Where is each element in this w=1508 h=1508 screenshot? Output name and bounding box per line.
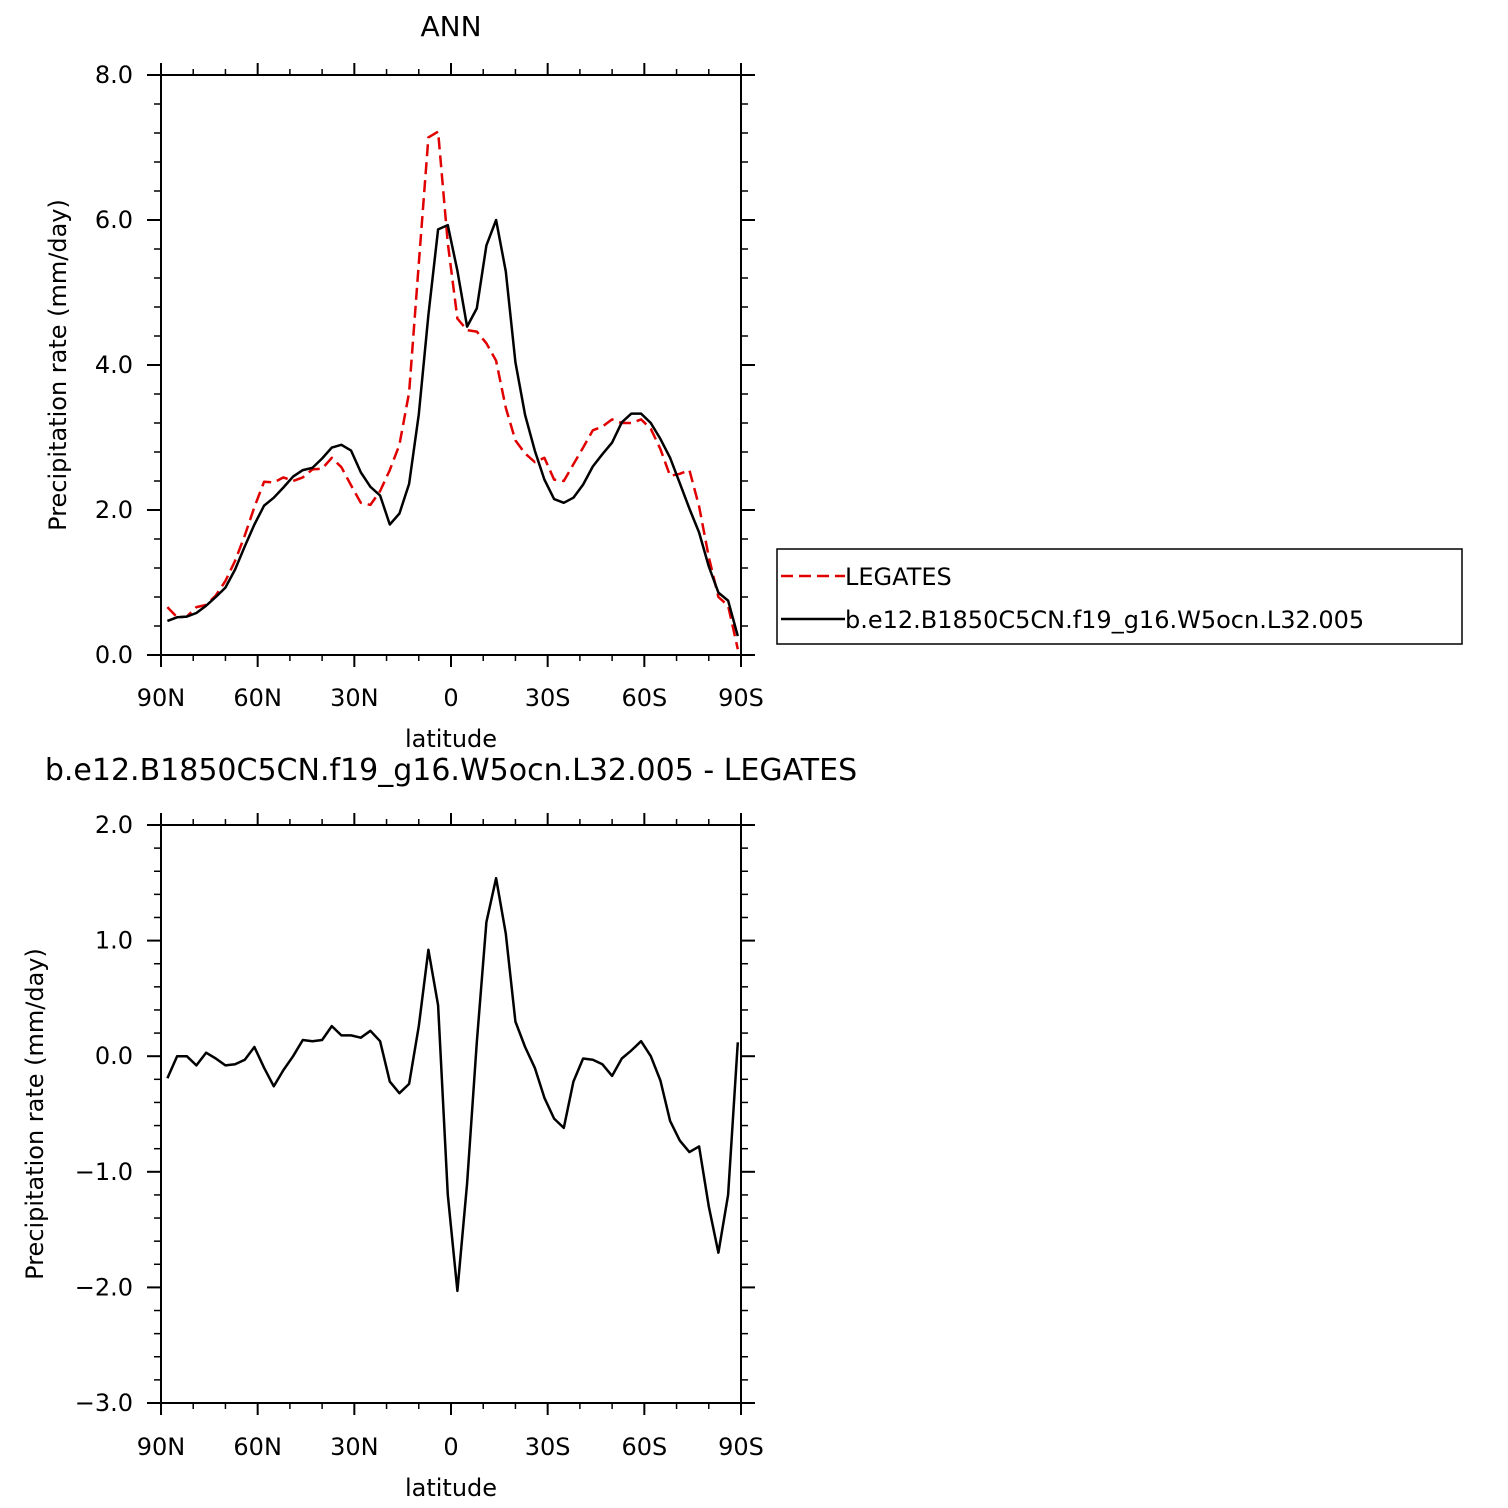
y-tick-label: 6.0 xyxy=(95,206,133,234)
legend-label: LEGATES xyxy=(845,563,952,591)
legend: LEGATES b.e12.B1850C5CN.f19_g16.W5ocn.L32… xyxy=(776,548,1463,645)
x-tick-label: 30S xyxy=(525,684,571,712)
series-line xyxy=(166,218,740,637)
x-tick-label: 60S xyxy=(621,1433,667,1461)
x-tick-label: 30N xyxy=(330,1433,379,1461)
plot-frame xyxy=(160,824,742,1404)
x-tick-label: 60N xyxy=(233,684,282,712)
x-tick-label: 90S xyxy=(718,684,764,712)
y-tick-label: 2.0 xyxy=(95,496,133,524)
x-tick-label: 0 xyxy=(443,1433,458,1461)
chart-title: b.e12.B1850C5CN.f19_g16.W5ocn.L32.005 - … xyxy=(45,753,857,788)
y-tick-label: −3.0 xyxy=(75,1389,133,1417)
legend-label: b.e12.B1850C5CN.f19_g16.W5ocn.L32.005 xyxy=(845,606,1364,634)
chart-title: ANN xyxy=(420,10,481,43)
plot-frame xyxy=(160,74,742,656)
y-axis-label: Precipitation rate (mm/day) xyxy=(21,948,49,1280)
series-line xyxy=(166,876,740,1293)
x-tick-label: 30N xyxy=(330,684,379,712)
x-tick-label: 90S xyxy=(718,1433,764,1461)
x-tick-label: 60N xyxy=(233,1433,282,1461)
x-axis-label: latitude xyxy=(405,725,497,753)
chart-annual-precipitation: 90N 60N 30N 0 30S 60S 90S 0.0 2.0 4.0 6.0 8.0 ANN lat… xyxy=(44,10,1463,753)
y-axis-label: Precipitation rate (mm/day) xyxy=(44,199,72,531)
x-tick-label: 30S xyxy=(525,1433,571,1461)
x-tick-label: 90N xyxy=(137,684,186,712)
x-tick-label: 90N xyxy=(137,1433,186,1461)
y-tick-label: 4.0 xyxy=(95,351,133,379)
y-tick-label: 2.0 xyxy=(95,811,133,839)
x-tick-label: 60S xyxy=(621,684,667,712)
y-tick-label: 1.0 xyxy=(95,927,133,955)
x-axis-label: latitude xyxy=(405,1474,497,1502)
x-tick-label: 0 xyxy=(443,684,458,712)
y-tick-label: −2.0 xyxy=(75,1273,133,1301)
series-line xyxy=(166,130,740,650)
y-tick-label: 8.0 xyxy=(95,61,133,89)
y-tick-label: 0.0 xyxy=(95,1042,133,1070)
legend-box xyxy=(776,548,1463,645)
y-tick-label: −1.0 xyxy=(75,1158,133,1186)
y-tick-label: 0.0 xyxy=(95,641,133,669)
chart-difference-precipitation: 90N 60N 30N 0 30S 60S 90S −3.0 −2.0 −1.0 0.0 1.0 2.0… xyxy=(21,753,857,1502)
